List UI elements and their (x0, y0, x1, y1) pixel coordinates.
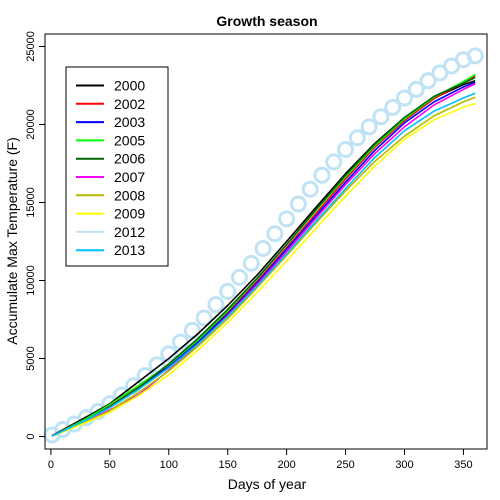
data-point (301, 180, 319, 198)
data-point (254, 240, 272, 258)
data-point (160, 345, 178, 363)
legend-item-2012: 2012 (76, 224, 145, 240)
series-line (51, 96, 476, 437)
series-2009 (51, 102, 476, 437)
x-tick-label: 50 (104, 459, 116, 471)
data-point (183, 321, 201, 339)
data-point (242, 254, 260, 272)
legend-label: 2007 (114, 169, 145, 185)
series-2012 (43, 47, 484, 444)
series-2008 (51, 96, 476, 437)
legend-label: 2000 (114, 78, 145, 94)
legend-item-2007: 2007 (76, 169, 145, 185)
y-tick-label: 20000 (25, 109, 37, 140)
data-point (219, 282, 237, 300)
series-2006 (51, 76, 476, 437)
series-line (51, 92, 476, 437)
legend-label: 2002 (114, 96, 145, 112)
data-point (395, 89, 413, 107)
legend-item-2009: 2009 (76, 206, 145, 222)
x-axis-label: Days of year (228, 476, 307, 492)
data-point (337, 140, 355, 158)
data-point (360, 118, 378, 136)
data-point (407, 80, 425, 98)
x-tick-label: 200 (277, 459, 295, 471)
legend: 2000 2002 2003 2005 2006 2007 2008 2009 2012 2013 (65, 66, 169, 267)
legend-item-2013: 2013 (76, 242, 145, 258)
y-tick-label: 25000 (25, 31, 37, 62)
data-point (384, 98, 402, 116)
series-2013 (51, 92, 476, 437)
legend-item-2002: 2002 (76, 96, 145, 112)
legend-item-2000: 2000 (76, 78, 145, 94)
data-point (419, 72, 437, 90)
data-point (278, 210, 296, 228)
x-axis: 0 50 100 150 200 250 300 350 (48, 449, 473, 471)
data-point (230, 268, 248, 286)
data-point (207, 296, 225, 314)
legend-label: 2003 (114, 114, 145, 130)
legend-label: 2013 (114, 242, 145, 258)
chart-title: Growth season (216, 13, 317, 29)
x-tick-label: 100 (160, 459, 178, 471)
x-tick-label: 0 (48, 459, 54, 471)
series-line (51, 102, 476, 437)
legend-items: 2000 2002 2003 2005 2006 2007 2008 2009 2012 2013 (76, 78, 145, 258)
data-point (195, 309, 213, 327)
legend-item-2003: 2003 (76, 114, 145, 130)
y-axis-label: Accumulate Max Temperature (F) (4, 137, 20, 344)
legend-label: 2012 (114, 224, 145, 240)
x-tick-label: 350 (454, 459, 472, 471)
data-point (325, 153, 343, 171)
legend-item-2008: 2008 (76, 187, 145, 203)
data-point (348, 129, 366, 147)
series-line (51, 76, 476, 437)
data-point (266, 225, 284, 243)
y-axis: 0 5000 10000 15000 20000 25000 (25, 31, 45, 440)
series-layer (43, 47, 484, 444)
data-point (372, 108, 390, 126)
data-point (313, 166, 331, 184)
legend-label: 2005 (114, 132, 145, 148)
data-point (148, 356, 166, 374)
plot-frame (44, 33, 488, 450)
y-tick-label: 15000 (25, 187, 37, 218)
y-tick-label: 0 (25, 433, 37, 439)
y-tick-label: 10000 (25, 265, 37, 296)
data-point (289, 195, 307, 213)
legend-item-2005: 2005 (76, 132, 145, 148)
legend-item-2006: 2006 (76, 151, 145, 167)
data-point (466, 47, 484, 65)
legend-label: 2008 (114, 187, 145, 203)
legend-label: 2006 (114, 151, 145, 167)
x-tick-label: 300 (395, 459, 413, 471)
x-tick-label: 250 (336, 459, 354, 471)
x-tick-label: 150 (219, 459, 237, 471)
y-tick-label: 5000 (25, 346, 37, 370)
legend-label: 2009 (114, 206, 145, 222)
